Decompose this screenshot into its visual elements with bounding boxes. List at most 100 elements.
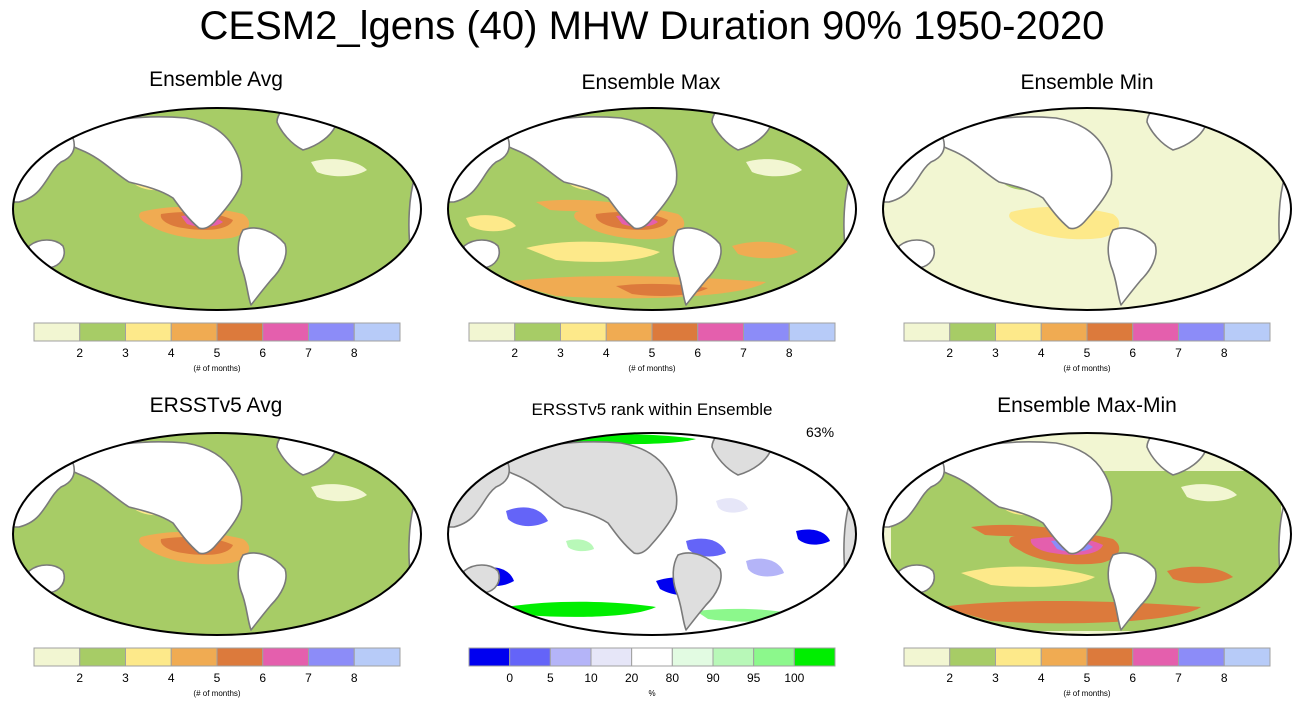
colorbar-tick-label: 6 <box>259 346 266 360</box>
colorbar-tick-label: 95 <box>747 671 761 685</box>
colorbar-swatch <box>560 322 607 342</box>
panel-title-ensemble-max-min: Ensemble Max-Min <box>997 394 1177 417</box>
map-outline <box>881 107 1293 311</box>
colorbar-swatch <box>903 647 951 667</box>
colorbar-swatch <box>353 322 401 342</box>
colorbar-swatch <box>671 647 714 667</box>
panel-title-ensemble-max: Ensemble Max <box>581 71 721 94</box>
land-north-america <box>497 116 678 230</box>
colorbar-tick-label: 4 <box>168 671 175 685</box>
colorbar-swatch <box>216 322 264 342</box>
map-outline <box>881 432 1293 636</box>
colorbar-swatch <box>33 647 81 667</box>
colorbar-tick-label: 6 <box>1129 346 1136 360</box>
land-north-america <box>497 441 678 555</box>
colorbar-swatch <box>468 322 516 342</box>
colorbar-tick-label: 8 <box>786 346 793 360</box>
map-ensemble-max-min <box>881 432 1293 636</box>
colorbar-swatch <box>651 322 699 342</box>
field-indian-ocean-band <box>466 215 516 232</box>
colorbar-units-label: (# of months) <box>1063 689 1110 698</box>
field-north-atlantic-band <box>311 484 367 502</box>
colorbar-tick-label: 4 <box>1038 346 1045 360</box>
land-south-america <box>237 227 287 306</box>
colorbar-tick-label: 2 <box>511 346 518 360</box>
field-south-pacific-band <box>961 566 1095 587</box>
field-north-atlantic-band <box>1181 159 1237 177</box>
colorbar-swatch <box>753 647 795 667</box>
colorbar-tick-label: 7 <box>305 346 312 360</box>
map-ersstv5-rank <box>446 432 858 636</box>
colorbar-frame <box>903 322 1271 342</box>
field-west-pacific-cluster <box>506 507 548 527</box>
colorbar-swatch <box>1178 647 1225 667</box>
colorbar-tick-label: 6 <box>259 671 266 685</box>
field-tropical-green <box>566 539 594 552</box>
colorbar-tick-label: 5 <box>1084 671 1091 685</box>
colorbar-tick-label: 3 <box>122 346 129 360</box>
colorbar-tick-label: 2 <box>946 671 953 685</box>
colorbar-swatch <box>949 322 996 342</box>
colorbar-swatch <box>1040 322 1088 342</box>
map-outline <box>446 432 858 636</box>
land-south-america <box>672 227 722 306</box>
colorbar-tick-label: 4 <box>1038 671 1045 685</box>
colorbar-swatch <box>79 322 126 342</box>
colorbar-swatch <box>125 322 172 342</box>
colorbar-tick-label: 6 <box>694 346 701 360</box>
land-south-america <box>1107 552 1157 631</box>
colorbar-swatch <box>1223 647 1271 667</box>
colorbar-swatch <box>468 647 511 667</box>
page-title: CESM2_lgens (40) MHW Duration 90% 1950-2… <box>199 4 1105 48</box>
colorbar-tick-label: 80 <box>666 671 680 685</box>
colorbar-frame <box>468 322 836 342</box>
colorbar-swatch <box>793 647 836 667</box>
rank-percent-annotation: 63% <box>806 424 835 440</box>
colorbar-tick-label: 4 <box>603 346 610 360</box>
land-north-america <box>62 441 243 555</box>
land-south-america <box>1107 227 1157 306</box>
colorbar-units-label: (# of months) <box>193 689 240 698</box>
colorbar-tick-label: 8 <box>351 346 358 360</box>
panel-title-ensemble-min: Ensemble Min <box>1020 71 1154 94</box>
colorbar-swatch <box>949 647 996 667</box>
field-east-pacific-cluster <box>686 538 726 557</box>
field-south-atlantic-band <box>1167 566 1233 584</box>
colorbar-tick-label: 3 <box>557 346 564 360</box>
field-southern-ocean-green <box>506 601 656 617</box>
colorbar-frame <box>33 322 401 342</box>
colorbar-ersstv5-rank: 0 5 10 20 80 90 95 100% <box>468 647 836 698</box>
land-south-america <box>672 552 722 631</box>
field-south-atlantic-cluster <box>746 558 784 577</box>
colorbar-tick-label: 3 <box>992 346 999 360</box>
field-west-atlantic-cluster <box>716 498 748 513</box>
colorbar-swatch <box>509 647 551 667</box>
colorbar-tick-label: 8 <box>1221 671 1228 685</box>
colorbar-units-label: (# of months) <box>193 364 240 373</box>
colorbar-tick-label: 20 <box>625 671 639 685</box>
field-coastal-band-high <box>746 109 772 119</box>
colorbar-swatch <box>1086 647 1134 667</box>
colorbar-units-label: (# of months) <box>628 364 675 373</box>
colorbar-swatch <box>995 322 1042 342</box>
colorbar-tick-label: 5 <box>214 346 221 360</box>
map-ensemble-avg <box>11 107 423 311</box>
colorbar-tick-label: 7 <box>740 346 747 360</box>
land-north-america <box>932 116 1113 230</box>
colorbar-tick-label: 6 <box>1129 671 1136 685</box>
colorbar-swatch <box>33 322 81 342</box>
field-atlantic-cluster <box>796 529 830 545</box>
map-outline <box>11 432 423 636</box>
field-south-pacific-band <box>526 241 660 262</box>
colorbar-tick-label: 100 <box>784 671 804 685</box>
colorbar-swatch <box>262 322 309 342</box>
colorbar-frame <box>903 647 1271 667</box>
colorbar-swatch <box>903 322 951 342</box>
colorbar-swatch <box>125 647 172 667</box>
map-outline <box>446 107 858 311</box>
colorbar-swatch <box>308 647 355 667</box>
map-ersstv5-avg <box>11 432 423 636</box>
colorbar-swatch <box>995 647 1042 667</box>
colorbar-swatch <box>1040 647 1088 667</box>
colorbar-swatch <box>1132 322 1179 342</box>
